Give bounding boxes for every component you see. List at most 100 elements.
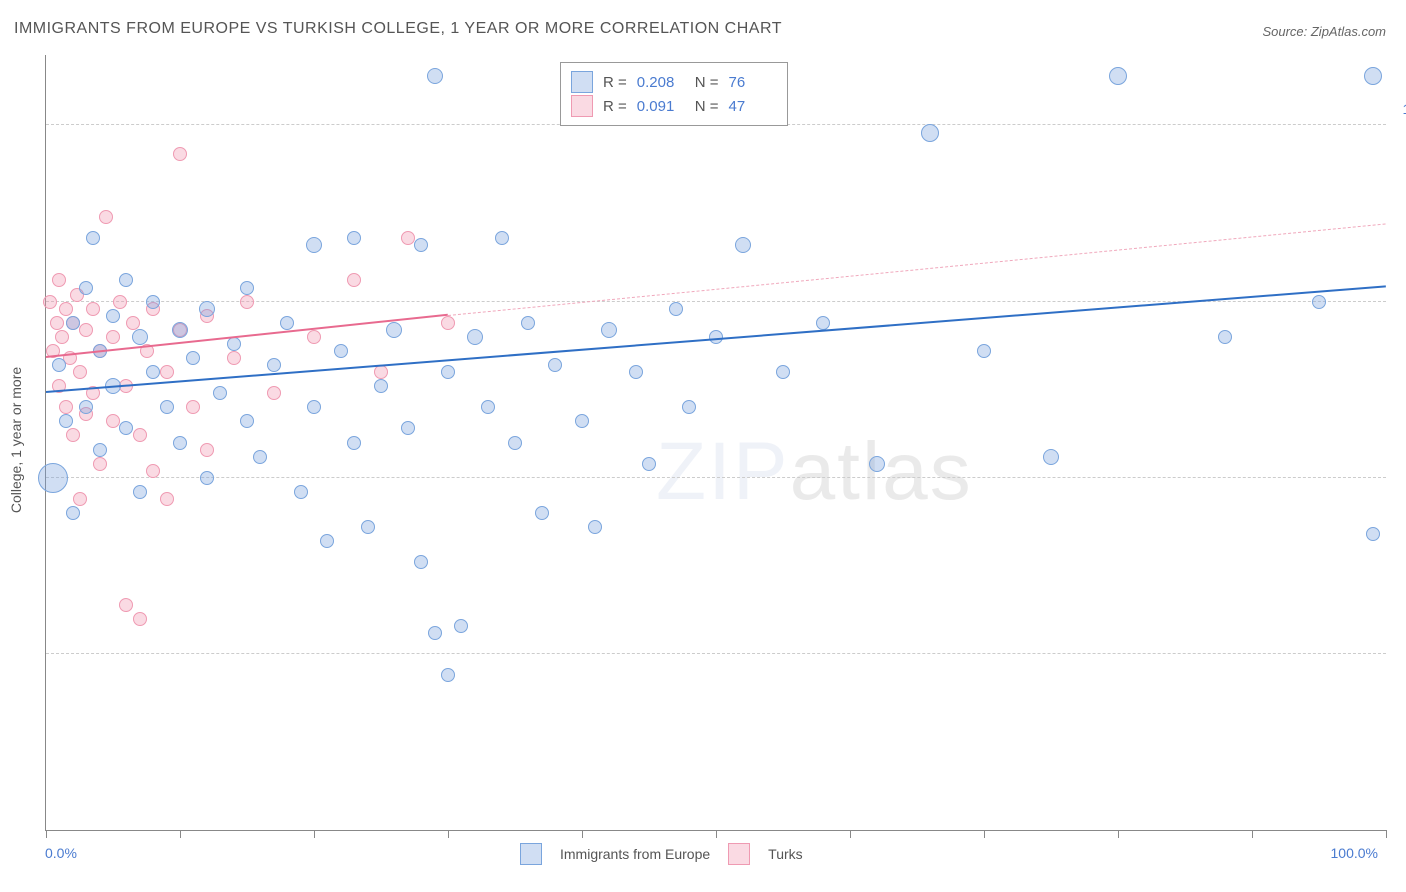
data-point-europe [428,626,442,640]
x-tick [850,830,851,838]
plot-area: ZIPatlas 25.0%50.0%75.0%100.0% [45,55,1386,831]
data-point-europe [119,273,133,287]
x-tick [46,830,47,838]
x-tick [582,830,583,838]
data-point-turks [106,330,120,344]
data-point-europe [213,386,227,400]
data-point-europe [414,238,428,252]
data-point-europe [629,365,643,379]
data-point-europe [160,400,174,414]
legend-swatch-europe-icon [520,843,542,865]
data-point-europe [1364,67,1382,85]
data-point-europe [454,619,468,633]
data-point-europe [735,237,751,253]
trend-line [448,223,1386,316]
data-point-turks [347,273,361,287]
data-point-turks [59,400,73,414]
gridline [46,477,1386,478]
data-point-europe [495,231,509,245]
legend-label-turks: Turks [768,846,802,862]
data-point-europe [521,316,535,330]
data-point-europe [776,365,790,379]
data-point-turks [119,598,133,612]
data-point-turks [106,414,120,428]
data-point-europe [79,281,93,295]
data-point-europe [267,358,281,372]
x-axis-label-max: 100.0% [1331,845,1378,861]
x-axis-label-min: 0.0% [45,845,77,861]
y-tick-label: 100.0% [1403,101,1406,117]
x-tick [716,830,717,838]
data-point-europe [414,555,428,569]
swatch-turks-icon [571,95,593,117]
r-label: R = [603,74,627,91]
x-tick [1252,830,1253,838]
chart-title: IMMIGRANTS FROM EUROPE VS TURKISH COLLEG… [14,20,782,38]
data-point-europe [280,316,294,330]
data-point-europe [1366,527,1380,541]
data-point-europe [575,414,589,428]
data-point-europe [548,358,562,372]
stats-row-europe: R = 0.208 N = 76 [571,71,777,93]
data-point-turks [267,386,281,400]
r-label: R = [603,98,627,115]
data-point-europe [1109,67,1127,85]
x-tick [984,830,985,838]
data-point-europe [320,534,334,548]
data-point-turks [374,365,388,379]
data-point-turks [113,295,127,309]
data-point-europe [307,400,321,414]
data-point-europe [66,506,80,520]
data-point-europe [240,281,254,295]
data-point-europe [347,436,361,450]
source-label: Source: ZipAtlas.com [1262,24,1386,39]
data-point-europe [481,400,495,414]
data-point-europe [186,351,200,365]
data-point-turks [133,428,147,442]
data-point-europe [535,506,549,520]
data-point-europe [172,322,188,338]
data-point-europe [816,316,830,330]
data-point-europe [588,520,602,534]
data-point-europe [508,436,522,450]
data-point-europe [119,421,133,435]
data-point-europe [1043,449,1059,465]
data-point-turks [43,295,57,309]
stats-legend-box: R = 0.208 N = 76 R = 0.091 N = 47 [560,62,788,126]
data-point-europe [294,485,308,499]
data-point-europe [921,124,939,142]
watermark-zip: ZIP [656,426,790,517]
data-point-europe [200,471,214,485]
data-point-europe [467,329,483,345]
data-point-europe [427,68,443,84]
data-point-europe [106,309,120,323]
data-point-turks [50,316,64,330]
data-point-europe [347,231,361,245]
data-point-europe [133,485,147,499]
data-point-turks [160,492,174,506]
legend-label-europe: Immigrants from Europe [560,846,710,862]
data-point-turks [52,273,66,287]
data-point-turks [55,330,69,344]
data-point-turks [73,365,87,379]
data-point-europe [253,450,267,464]
data-point-turks [66,428,80,442]
data-point-europe [132,329,148,345]
watermark-atlas: atlas [790,426,973,517]
data-point-europe [173,436,187,450]
data-point-europe [682,400,696,414]
n-value-europe: 76 [729,74,777,91]
data-point-turks [441,316,455,330]
data-point-turks [93,457,107,471]
data-point-turks [401,231,415,245]
data-point-europe [441,668,455,682]
data-point-turks [173,147,187,161]
x-tick [1118,830,1119,838]
watermark: ZIPatlas [656,425,973,519]
n-label: N = [695,74,719,91]
data-point-turks [59,302,73,316]
data-point-turks [307,330,321,344]
data-point-europe [306,237,322,253]
data-point-turks [133,612,147,626]
data-point-turks [160,365,174,379]
